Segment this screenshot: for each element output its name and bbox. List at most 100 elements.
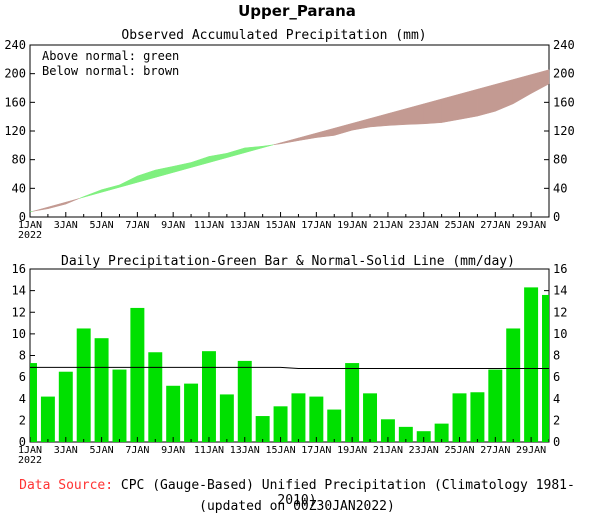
data-source-label: Data Source: bbox=[19, 478, 114, 493]
daily-precip-bar bbox=[40, 396, 55, 442]
daily-ytick-label-left: 6 bbox=[19, 370, 26, 384]
above-normal-area bbox=[172, 162, 192, 173]
accum-xtick-label: 17JAN bbox=[301, 220, 331, 231]
daily-xtick-label: 29JAN bbox=[516, 445, 546, 456]
daily-precip-bar bbox=[524, 287, 539, 442]
below-normal-area bbox=[32, 206, 49, 212]
below-normal-area bbox=[405, 103, 424, 125]
accum-xtick-label: 15JAN bbox=[265, 220, 295, 231]
daily-ytick-label-left: 14 bbox=[12, 284, 26, 298]
daily-precip-bar bbox=[76, 328, 91, 442]
accum-xtick-label: 7JAN bbox=[125, 220, 149, 231]
daily-ytick-label-right: 4 bbox=[553, 392, 560, 406]
chart-main-title: Upper_Parana bbox=[238, 2, 356, 20]
daily-xtick-label: 19JAN bbox=[337, 445, 367, 456]
below-normal-area bbox=[423, 98, 442, 125]
daily-ytick-label-left: 0 bbox=[19, 435, 26, 449]
daily-precip-bar bbox=[94, 338, 109, 442]
above-normal-area bbox=[83, 189, 102, 198]
above-normal-area bbox=[29, 211, 33, 213]
above-normal-area bbox=[262, 144, 274, 149]
daily-xtick-label: 23JAN bbox=[409, 445, 439, 456]
daily-precip-bar bbox=[201, 351, 216, 442]
daily-precip-bar bbox=[488, 369, 503, 442]
normal-precip-line bbox=[30, 366, 549, 369]
accumulated-chart-title: Observed Accumulated Precipitation (mm) bbox=[121, 28, 426, 43]
below-normal-area bbox=[273, 142, 281, 145]
daily-xtick-label: 17JAN bbox=[301, 445, 331, 456]
below-normal-area bbox=[65, 198, 80, 205]
daily-ytick-label-right: 10 bbox=[553, 327, 567, 341]
below-normal-area bbox=[387, 108, 407, 126]
daily-xtick-label: 11JAN bbox=[194, 445, 224, 456]
accum-xtick-label: 9JAN bbox=[161, 220, 185, 231]
below-normal-area bbox=[298, 132, 317, 141]
above-normal-area bbox=[190, 156, 210, 168]
data-source-line: Data Source: CPC (Gauge-Based) Unified P… bbox=[0, 478, 594, 508]
daily-ytick-label-right: 8 bbox=[553, 349, 560, 363]
precipitation-charts: Observed Accumulated Precipitation (mm) … bbox=[4, 28, 574, 466]
accum-ytick-label-left: 200 bbox=[4, 67, 26, 81]
accum-ytick-label-right: 40 bbox=[553, 181, 567, 195]
daily-precip-bar bbox=[363, 393, 378, 442]
daily-precip-bar bbox=[309, 396, 324, 442]
accum-ytick-label-right: 120 bbox=[553, 124, 575, 138]
daily-ytick-label-right: 6 bbox=[553, 370, 560, 384]
legend-below-normal: Below normal: brown bbox=[42, 64, 179, 78]
accum-ytick-label-left: 240 bbox=[4, 38, 26, 52]
daily-precip-bar bbox=[452, 393, 467, 442]
daily-precip-bar bbox=[237, 360, 252, 442]
daily-precip-bar bbox=[166, 385, 181, 442]
daily-ytick-label-left: 4 bbox=[19, 392, 26, 406]
below-normal-area bbox=[369, 113, 389, 128]
accum-ytick-label-left: 160 bbox=[4, 95, 26, 109]
below-normal-area bbox=[47, 201, 67, 210]
daily-precip-bar bbox=[184, 383, 199, 442]
daily-precip-bar bbox=[416, 431, 431, 442]
daily-precip-bar bbox=[148, 352, 163, 442]
daily-xtick-label: 1JAN bbox=[18, 445, 42, 456]
accum-ytick-label-left: 120 bbox=[4, 124, 26, 138]
above-normal-area bbox=[137, 169, 156, 183]
daily-precip-bar bbox=[470, 392, 485, 442]
daily-ytick-label-right: 2 bbox=[553, 413, 560, 427]
daily-ytick-label-left: 16 bbox=[12, 262, 26, 276]
below-normal-area bbox=[333, 123, 353, 136]
updated-timestamp: (updated on 00Z30JAN2022) bbox=[199, 499, 395, 514]
daily-precip-bar bbox=[130, 307, 145, 442]
above-normal-area bbox=[101, 184, 120, 193]
below-normal-area bbox=[280, 137, 299, 145]
below-normal-area bbox=[441, 93, 460, 123]
daily-precip-chart: 0 0 2 2 4 4 6 6 8 8 10 10 12 12 14 14 16 16 1JAN 3JAN 5JAN 7J… bbox=[12, 262, 568, 466]
daily-chart-title: Daily Precipitation-Green Bar & Normal-S… bbox=[61, 254, 515, 269]
accum-ytick-label-left: 40 bbox=[12, 181, 26, 195]
accum-year-label: 2022 bbox=[18, 230, 42, 241]
daily-precip-bar bbox=[219, 394, 234, 442]
daily-xtick-label: 3JAN bbox=[54, 445, 78, 456]
daily-year-label: 2022 bbox=[18, 455, 42, 466]
daily-xtick-label: 13JAN bbox=[230, 445, 260, 456]
accum-ytick-label-right: 160 bbox=[553, 95, 575, 109]
accum-xtick-label: 11JAN bbox=[194, 220, 224, 231]
accum-ytick-label-right: 200 bbox=[553, 67, 575, 81]
accum-ytick-label-left: 0 bbox=[19, 210, 26, 224]
daily-precip-bar bbox=[398, 426, 413, 442]
daily-xtick-label: 5JAN bbox=[90, 445, 114, 456]
daily-xtick-label: 9JAN bbox=[161, 445, 185, 456]
accumulated-precip-chart: 0 0 40 40 80 80 120 120 160 160 200 200 240 240 1JAN 3J… bbox=[4, 38, 574, 241]
above-normal-area bbox=[226, 147, 246, 158]
daily-precip-bar bbox=[255, 416, 270, 442]
daily-precip-bar bbox=[291, 393, 306, 442]
above-normal-area bbox=[208, 152, 228, 163]
accum-xtick-label: 13JAN bbox=[230, 220, 260, 231]
accum-xtick-label: 27JAN bbox=[480, 220, 510, 231]
accum-xtick-label: 5JAN bbox=[90, 220, 114, 231]
below-normal-area bbox=[530, 69, 550, 94]
below-normal-area bbox=[477, 84, 496, 117]
daily-ytick-label-left: 8 bbox=[19, 349, 26, 363]
below-normal-area bbox=[459, 88, 478, 120]
daily-precip-bar bbox=[345, 363, 360, 442]
accum-ytick-label-left: 80 bbox=[12, 153, 26, 167]
daily-precip-bar bbox=[434, 423, 449, 442]
daily-precip-bar bbox=[273, 406, 288, 442]
